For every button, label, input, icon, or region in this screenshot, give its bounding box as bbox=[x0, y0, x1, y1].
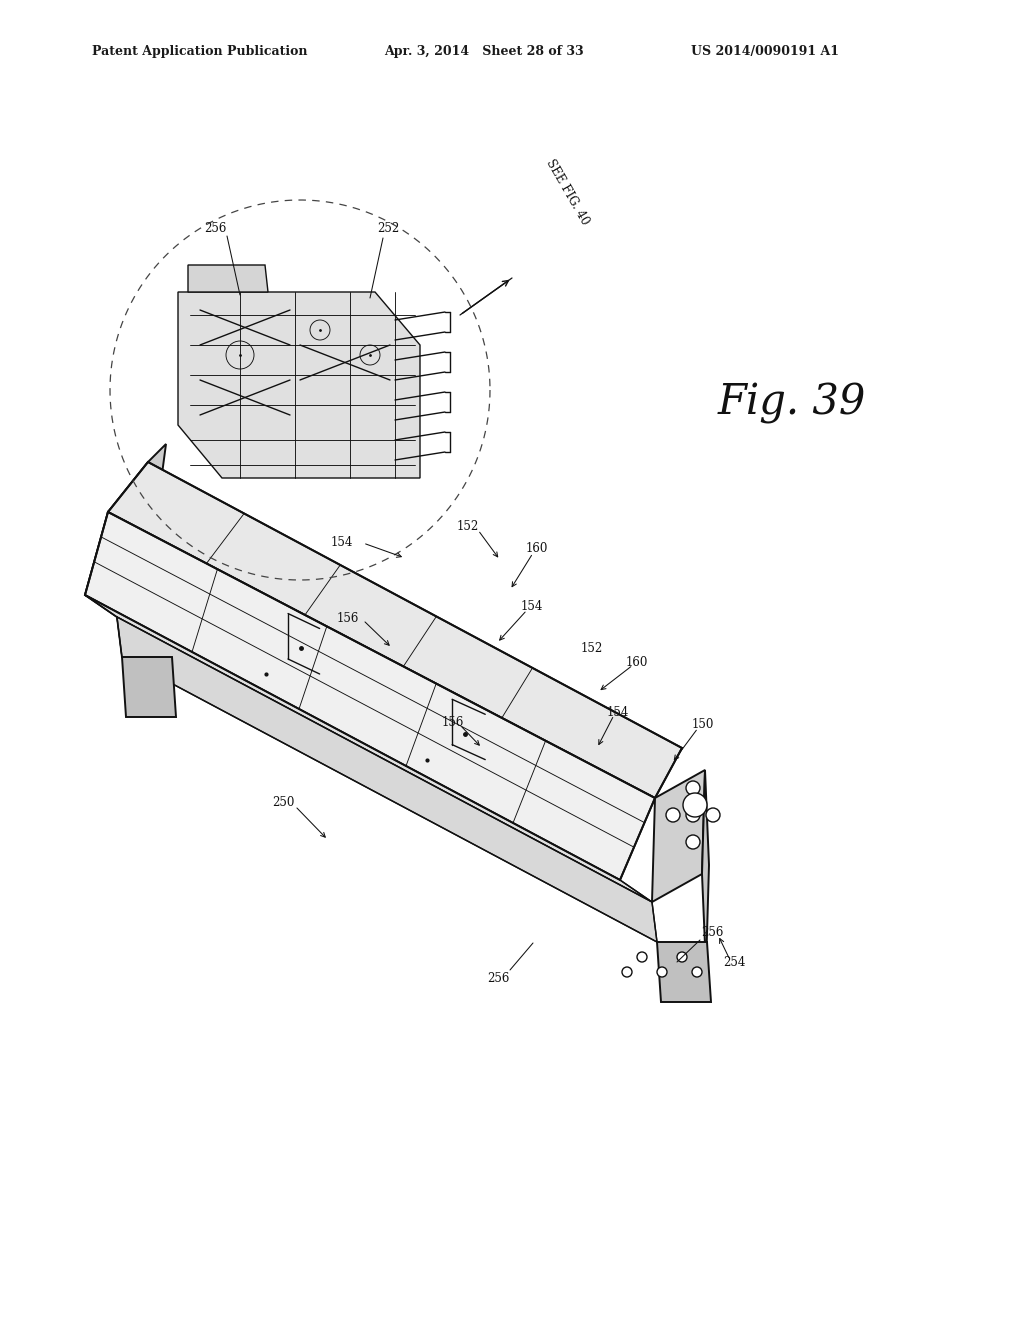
Text: 256: 256 bbox=[700, 925, 723, 939]
Circle shape bbox=[683, 793, 707, 817]
Text: SEE FIG. 40: SEE FIG. 40 bbox=[543, 157, 591, 227]
Text: 256: 256 bbox=[204, 222, 226, 235]
Polygon shape bbox=[108, 462, 682, 799]
Circle shape bbox=[666, 808, 680, 822]
Polygon shape bbox=[122, 657, 176, 717]
Circle shape bbox=[686, 836, 700, 849]
Polygon shape bbox=[702, 770, 709, 969]
Circle shape bbox=[622, 968, 632, 977]
Polygon shape bbox=[188, 265, 268, 292]
Polygon shape bbox=[85, 595, 652, 902]
Text: Apr. 3, 2014   Sheet 28 of 33: Apr. 3, 2014 Sheet 28 of 33 bbox=[384, 45, 584, 58]
Text: Fig. 39: Fig. 39 bbox=[718, 383, 866, 425]
Circle shape bbox=[677, 952, 687, 962]
Polygon shape bbox=[652, 770, 705, 902]
Text: US 2014/0090191 A1: US 2014/0090191 A1 bbox=[691, 45, 840, 58]
Text: 254: 254 bbox=[723, 956, 745, 969]
Circle shape bbox=[686, 808, 700, 822]
Polygon shape bbox=[85, 512, 655, 880]
Polygon shape bbox=[85, 444, 166, 657]
Circle shape bbox=[637, 952, 647, 962]
Text: 156: 156 bbox=[441, 717, 464, 730]
Text: 256: 256 bbox=[486, 972, 509, 985]
Text: 160: 160 bbox=[525, 541, 548, 554]
Text: 150: 150 bbox=[692, 718, 714, 731]
Text: 160: 160 bbox=[626, 656, 648, 668]
Text: 154: 154 bbox=[521, 601, 543, 614]
Text: 154: 154 bbox=[331, 536, 353, 549]
Polygon shape bbox=[657, 942, 711, 1002]
Polygon shape bbox=[117, 616, 657, 942]
Polygon shape bbox=[178, 292, 420, 478]
Circle shape bbox=[706, 808, 720, 822]
Text: 152: 152 bbox=[457, 520, 479, 533]
Circle shape bbox=[692, 968, 702, 977]
Text: Patent Application Publication: Patent Application Publication bbox=[92, 45, 307, 58]
Text: 156: 156 bbox=[337, 611, 359, 624]
Text: 152: 152 bbox=[581, 642, 603, 655]
Text: 250: 250 bbox=[271, 796, 294, 808]
Text: 154: 154 bbox=[607, 705, 629, 718]
Circle shape bbox=[657, 968, 667, 977]
Text: 252: 252 bbox=[377, 222, 399, 235]
Circle shape bbox=[686, 781, 700, 795]
